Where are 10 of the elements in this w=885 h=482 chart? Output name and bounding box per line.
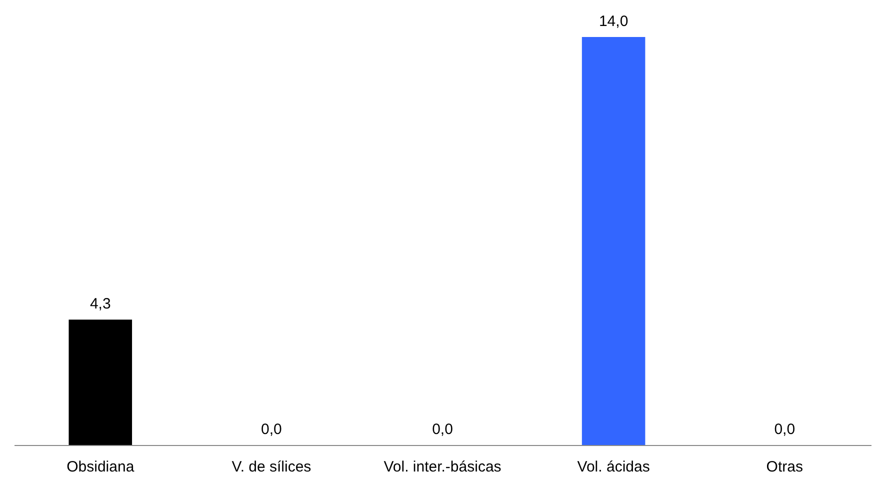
x-tick-label: Vol. ácidas (577, 458, 650, 476)
x-tick-label: Vol. inter.-básicas (384, 458, 502, 476)
data-label: 0,0 (261, 421, 282, 438)
data-label: 0,0 (774, 421, 796, 438)
data-label: 14,0 (598, 13, 628, 30)
x-tick-label: Obsidiana (66, 458, 135, 476)
data-label: 0,0 (432, 421, 453, 438)
data-label: 4,3 (90, 296, 111, 313)
x-tick-label: Otras (766, 458, 803, 476)
x-tick-label: V. de sílices (232, 458, 312, 476)
